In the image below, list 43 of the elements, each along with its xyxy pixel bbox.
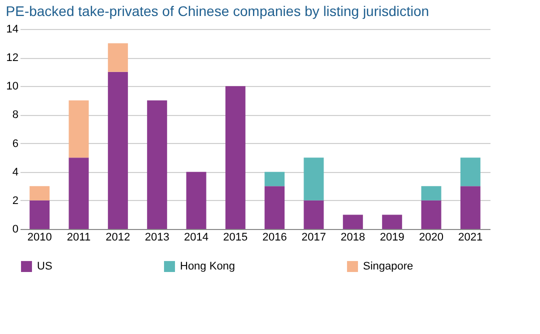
- legend-label: Hong Kong: [180, 260, 236, 273]
- y-tick-label: 0: [12, 224, 18, 236]
- bar: [30, 200, 50, 229]
- x-tick-label: 2015: [223, 232, 248, 244]
- bar: [264, 186, 285, 229]
- bar: [421, 200, 442, 229]
- bar: [460, 158, 480, 186]
- bar: [68, 100, 89, 158]
- x-tick-label: 2010: [27, 232, 52, 244]
- y-tick-label: 12: [6, 52, 18, 64]
- bar: [186, 172, 206, 229]
- x-tick-label: 2018: [340, 232, 366, 244]
- bar: [68, 158, 89, 229]
- bar: [342, 214, 363, 229]
- bar: [225, 86, 246, 229]
- x-tick-label: 2014: [184, 232, 208, 244]
- bar: [108, 43, 128, 72]
- x-tick-label: 2017: [302, 232, 326, 244]
- legend-label: US: [37, 260, 52, 273]
- legend-label: Singapore: [363, 260, 414, 273]
- x-tick-label: 2021: [458, 232, 483, 244]
- bar: [304, 158, 324, 200]
- x-tick-label: 2013: [144, 232, 170, 244]
- y-tick-label: 6: [12, 138, 18, 150]
- bar: [382, 214, 402, 229]
- bar: [147, 100, 168, 229]
- y-tick-label: 2: [12, 194, 18, 207]
- bar: [264, 172, 285, 186]
- bar: [108, 72, 128, 229]
- x-tick-label: 2020: [419, 232, 444, 244]
- bar: [30, 186, 50, 200]
- x-tick-label: 2016: [262, 232, 287, 244]
- y-tick-label: 4: [12, 166, 18, 178]
- y-tick-label: 8: [12, 109, 18, 122]
- bar: [421, 186, 442, 200]
- bar: [304, 200, 324, 229]
- x-tick-label: 2011: [66, 232, 91, 244]
- bar: [460, 186, 480, 229]
- x-tick-label: 2012: [106, 232, 130, 244]
- x-tick-label: 2019: [380, 232, 404, 244]
- chart-title: PE-backed take-privates of Chinese companies by listing jurisdiction: [6, 3, 430, 19]
- y-tick-label: 10: [6, 80, 18, 93]
- y-tick-label: 14: [6, 24, 18, 36]
